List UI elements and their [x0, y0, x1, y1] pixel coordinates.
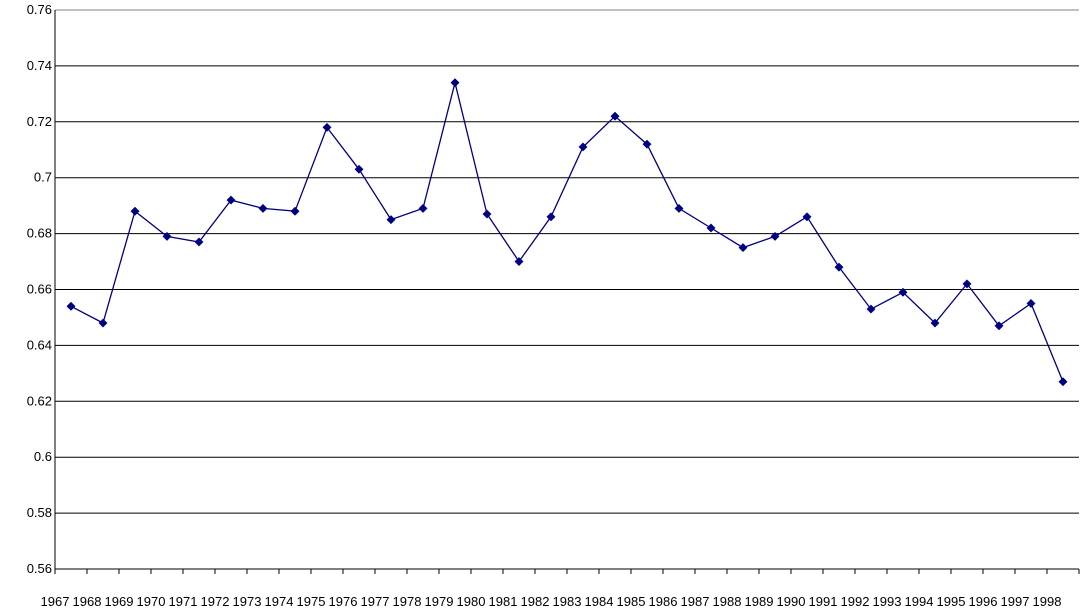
data-point-marker — [802, 212, 812, 222]
y-tick-label: 0.56 — [27, 561, 52, 576]
data-point-marker — [418, 203, 428, 213]
x-tick-label: 1983 — [553, 594, 582, 609]
x-tick-label: 1978 — [393, 594, 422, 609]
x-tick-label: 1974 — [265, 594, 294, 609]
data-point-marker — [642, 139, 652, 149]
data-point-marker — [130, 206, 140, 216]
x-tick-label: 1979 — [425, 594, 454, 609]
data-point-marker — [386, 215, 396, 225]
data-point-marker — [930, 318, 940, 328]
data-point-marker — [482, 209, 492, 219]
x-tick-label: 1969 — [105, 594, 134, 609]
y-tick-label: 0.66 — [27, 282, 52, 297]
x-tick-label: 1985 — [617, 594, 646, 609]
data-series — [66, 78, 1068, 387]
x-tick-label: 1973 — [233, 594, 262, 609]
y-tick-label: 0.64 — [27, 337, 52, 352]
x-tick-label: 1997 — [1001, 594, 1030, 609]
data-point-marker — [1058, 377, 1068, 387]
data-point-marker — [962, 279, 972, 289]
x-tick-label: 1987 — [681, 594, 710, 609]
data-point-marker — [98, 318, 108, 328]
x-tick-label: 1977 — [361, 594, 390, 609]
x-tick-label: 1990 — [777, 594, 806, 609]
data-point-marker — [706, 223, 716, 233]
x-tick-label: 1986 — [649, 594, 678, 609]
y-tick-label: 0.74 — [27, 58, 52, 73]
y-tick-label: 0.58 — [27, 505, 52, 520]
data-point-marker — [578, 142, 588, 152]
series-line — [70, 82, 1064, 382]
y-tick-label: 0.6 — [34, 449, 52, 464]
x-tick-label: 1989 — [745, 594, 774, 609]
data-point-marker — [1026, 298, 1036, 309]
data-point-marker — [514, 256, 524, 267]
data-point-marker — [322, 122, 332, 132]
data-point-marker — [770, 231, 780, 241]
x-tick-label: 1972 — [201, 594, 230, 609]
x-tick-label: 1981 — [489, 594, 518, 609]
y-tick-label: 0.62 — [27, 393, 52, 408]
data-point-marker — [610, 111, 620, 121]
data-point-marker — [898, 287, 908, 297]
x-tick-label: 1980 — [457, 594, 486, 609]
data-point-marker — [66, 301, 76, 311]
y-axis: 0.56 0.58 0.6 0.62 0.64 0.66 0.68 0.7 0.72 0.74 0.… — [27, 2, 56, 576]
x-tick-label: 1991 — [809, 594, 838, 609]
x-tick-label: 1975 — [297, 594, 326, 609]
x-tick-label: 1993 — [873, 594, 902, 609]
x-tick-label: 1967 — [41, 594, 70, 609]
gridlines — [55, 9, 1079, 570]
x-axis: 1967 1968 1969 1970 1971 1972 1973 1974 1975 1976… — [41, 568, 1080, 609]
x-tick-label: 1994 — [905, 594, 934, 609]
data-point-marker — [354, 164, 364, 174]
x-tick-label: 1976 — [329, 594, 358, 609]
data-point-marker — [866, 304, 876, 314]
x-tick-label: 1970 — [137, 594, 166, 609]
y-tick-label: 0.7 — [34, 170, 52, 185]
y-tick-label: 0.76 — [27, 2, 52, 17]
data-point-marker — [994, 321, 1004, 331]
data-point-marker — [162, 231, 172, 241]
y-tick-label: 0.72 — [27, 114, 52, 129]
x-tick-label: 1971 — [169, 594, 198, 609]
data-point-marker — [226, 195, 236, 205]
x-tick-label: 1982 — [521, 594, 550, 609]
x-tick-label: 1992 — [841, 594, 870, 609]
data-point-marker — [258, 203, 268, 213]
x-tick-label: 1988 — [713, 594, 742, 609]
x-tick-label: 1996 — [969, 594, 998, 609]
data-point-marker — [738, 243, 748, 253]
x-tick-label: 1984 — [585, 594, 614, 609]
data-point-marker — [546, 212, 556, 222]
x-tick-label: 1998 — [1033, 594, 1062, 609]
data-point-marker — [674, 203, 684, 213]
data-point-marker — [194, 237, 204, 247]
y-tick-label: 0.68 — [27, 226, 52, 241]
x-tick-label: 1968 — [73, 594, 102, 609]
data-point-marker — [290, 206, 300, 216]
x-tick-label: 1995 — [937, 594, 966, 609]
data-point-marker — [450, 78, 460, 88]
data-point-marker — [834, 262, 844, 272]
